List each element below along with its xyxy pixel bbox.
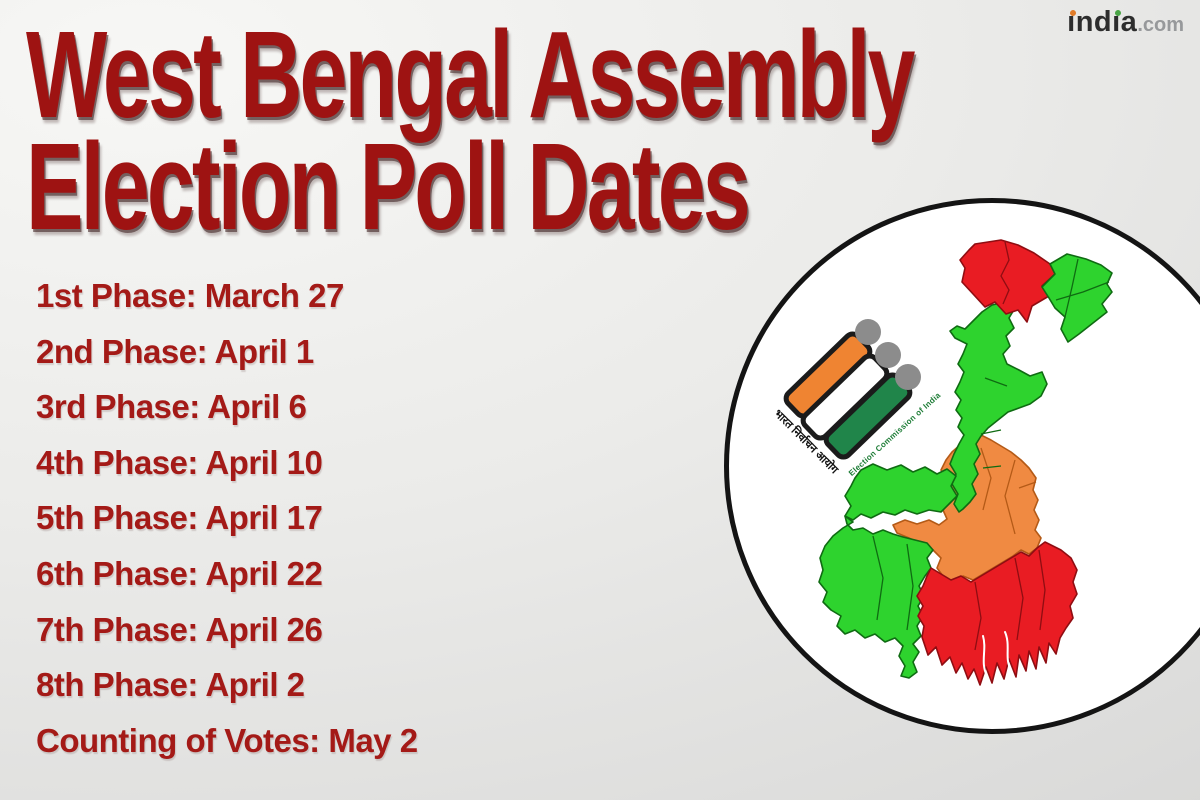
- schedule-item-phase-1: 1st Phase: March 27: [36, 277, 344, 314]
- map-zone-west-green-arm: [844, 463, 958, 521]
- map-zone-northeast-green: [1041, 253, 1113, 343]
- schedule-item-phase-5: 5th Phase: April 17: [36, 499, 323, 537]
- schedule-item-counting: Counting of Votes: May 2: [36, 721, 418, 759]
- map-zone-south-red: [916, 541, 1078, 686]
- map-river-lines: [982, 631, 1012, 677]
- map-border-corridor-districts: [980, 377, 1008, 469]
- brand-logo: ındıa .com: [1067, 6, 1184, 39]
- schedule-item-phase-4: 4th Phase: April 10: [36, 443, 323, 481]
- brand-wordmark: ındıa: [1067, 6, 1137, 39]
- title-line-2: Election Poll Dates: [26, 119, 751, 256]
- schedule-item-phase-8: 8th Phase: April 2: [36, 666, 305, 704]
- map-zone-central-corridor-green: [949, 301, 1048, 513]
- eci-dot-icon: [895, 364, 921, 390]
- map-border-west-districts: [872, 535, 914, 631]
- eci-dot-icon: [875, 342, 901, 368]
- eci-logo: भारत निर्वाचन आयोग Election Commission o…: [770, 318, 1020, 508]
- schedule-item-phase-2: 2nd Phase: April 1: [36, 332, 314, 370]
- map-border-northeast-districts: [1055, 258, 1110, 318]
- brand-wordmark-text: ındıa: [1067, 6, 1138, 38]
- eci-dot-icon: [855, 319, 881, 345]
- brand-suffix: .com: [1137, 14, 1184, 36]
- schedule-item-phase-3: 3rd Phase: April 6: [36, 388, 307, 426]
- schedule-item-phase-6: 6th Phase: April 22: [36, 554, 323, 592]
- map-border-south-districts: [974, 549, 1046, 651]
- title-line-1: West Bengal Assembly: [26, 7, 915, 144]
- poll-schedule-list: 1st Phase: March 27 2nd Phase: April 1 3…: [36, 268, 418, 768]
- west-bengal-map: [818, 239, 1113, 686]
- map-zone-west-green-main: [818, 515, 934, 679]
- map-border-north-districts: [1000, 241, 1010, 305]
- map-border-orange-districts: [980, 447, 1037, 535]
- map-zone-north-red: [959, 239, 1056, 323]
- page-title: West Bengal Assembly Election Poll Dates: [26, 7, 1200, 256]
- schedule-item-phase-7: 7th Phase: April 26: [36, 610, 323, 648]
